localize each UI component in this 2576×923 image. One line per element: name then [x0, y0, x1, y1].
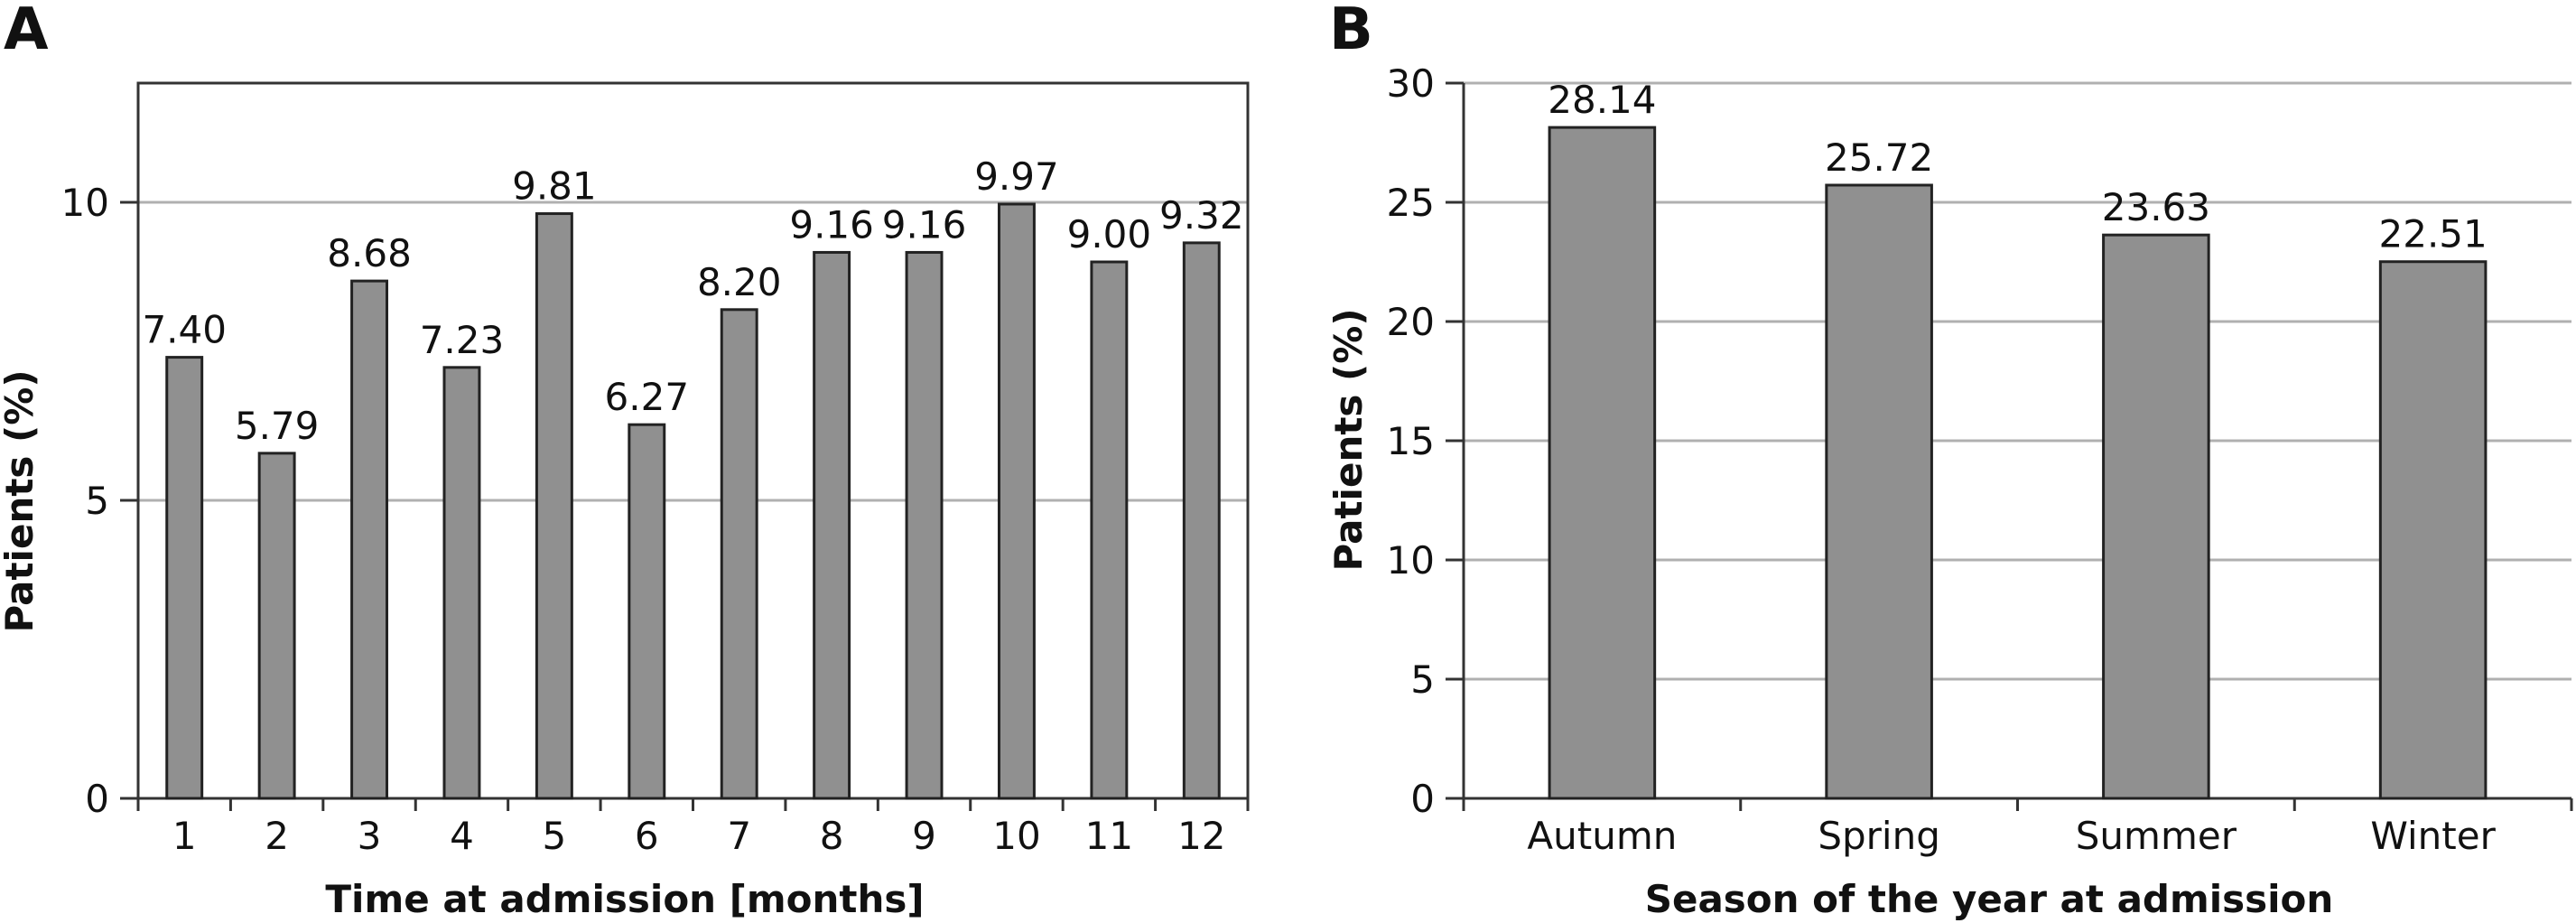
- bar-5: [535, 212, 573, 800]
- x-tick-label-6: 6: [635, 814, 659, 858]
- data-label-2: 5.79: [235, 404, 320, 448]
- bar-2: [1825, 183, 1933, 800]
- bar-2: [257, 452, 296, 800]
- data-label-4: 7.23: [420, 318, 505, 362]
- data-label-5: 9.81: [512, 164, 597, 209]
- x-tick-label-3: Summer: [2076, 814, 2237, 858]
- x-tick-label-11: 11: [1085, 814, 1133, 858]
- data-label-1: 28.14: [1548, 78, 1656, 122]
- x-tick-label-4: Winter: [2370, 814, 2496, 858]
- y-tick-label-1: 5: [1410, 657, 1435, 702]
- x-tick-label-8: 8: [820, 814, 844, 858]
- data-label-6: 6.27: [605, 375, 690, 419]
- bar-8: [813, 250, 851, 800]
- data-label-7: 8.20: [697, 260, 782, 304]
- bar-7: [720, 308, 758, 800]
- panel-letter-a: A: [4, 0, 49, 63]
- panel-letter-b: B: [1329, 0, 1373, 63]
- data-label-11: 9.00: [1067, 212, 1152, 256]
- data-label-2: 25.72: [1825, 135, 1933, 180]
- y-tick-label-5: 25: [1387, 181, 1435, 225]
- data-label-1: 7.40: [142, 308, 227, 352]
- data-label-8: 9.16: [789, 202, 874, 247]
- x-tick-label-5: 5: [543, 814, 567, 858]
- y-tick-label-6: 30: [1387, 61, 1435, 106]
- x-tick-label-2: 2: [265, 814, 289, 858]
- x-tick-label-2: Spring: [1818, 814, 1940, 858]
- x-tick-label-9: 9: [912, 814, 936, 858]
- chart-b: 0 5 10 15 20 25 30 Autumn 28.14 Spring 25.72 Summer…: [1387, 61, 2573, 858]
- bar-4: [442, 366, 481, 800]
- y-tick-label-0: 0: [85, 777, 109, 821]
- x-tick-label-4: 4: [450, 814, 474, 858]
- x-tick-label-10: 10: [992, 814, 1040, 858]
- y-tick-label-2: 10: [61, 181, 109, 225]
- data-label-9: 9.16: [882, 202, 967, 247]
- x-tick-label-12: 12: [1177, 814, 1225, 858]
- x-tick-label-7: 7: [727, 814, 751, 858]
- bar-9: [905, 250, 944, 800]
- chart-a-xlabel: Time at admission [months]: [325, 877, 924, 921]
- chart-b-ylabel: Patients (%): [1326, 308, 1371, 571]
- data-label-10: 9.97: [974, 154, 1059, 199]
- y-tick-label-3: 15: [1387, 419, 1435, 463]
- bar-3: [2102, 233, 2210, 800]
- x-tick-label-3: 3: [358, 814, 382, 858]
- y-tick-label-2: 10: [1387, 538, 1435, 583]
- chart-a-ylabel: Patients (%): [0, 369, 42, 632]
- chart-b-xlabel: Season of the year at admission: [1645, 877, 2334, 921]
- y-tick-label-4: 20: [1387, 300, 1435, 344]
- data-label-3: 8.68: [327, 231, 412, 275]
- bar-6: [628, 423, 666, 800]
- x-tick-label-1: 1: [172, 814, 197, 858]
- bar-12: [1182, 241, 1221, 800]
- bar-10: [997, 202, 1036, 800]
- data-label-4: 22.51: [2379, 212, 2488, 256]
- y-tick-label-1: 5: [85, 479, 109, 523]
- data-label-3: 23.63: [2102, 185, 2210, 229]
- bar-11: [1090, 260, 1129, 800]
- x-tick-label-1: Autumn: [1527, 814, 1677, 858]
- chart-a: 0 5 10 1 7.40 2 5.79 3 8.68 4 7.23 5 9.81 6 6.27 7 8.20 8…: [61, 81, 1250, 858]
- bar-3: [350, 279, 389, 800]
- bar-4: [2378, 260, 2488, 800]
- bar-1: [1548, 126, 1657, 800]
- bar-1: [165, 356, 204, 800]
- data-label-12: 9.32: [1159, 193, 1244, 238]
- y-tick-label-0: 0: [1410, 777, 1435, 821]
